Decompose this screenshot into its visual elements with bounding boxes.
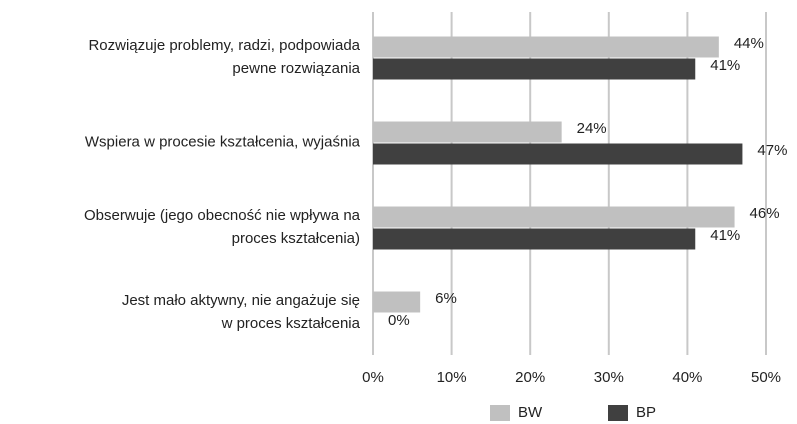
category-label: Rozwiązuje problemy, radzi, podpowiada pe…	[88, 37, 360, 77]
legend-swatch	[490, 405, 510, 421]
bar	[373, 121, 562, 143]
category-label: Obserwuje (jego obecność nie wpływa na pr…	[84, 207, 361, 247]
category-line: w proces kształcenia	[221, 315, 361, 332]
x-tick-label: 20%	[515, 369, 545, 386]
value-label: 41%	[710, 57, 740, 74]
legend-label: BW	[518, 404, 543, 421]
x-tick-label: 40%	[672, 369, 702, 386]
bar	[373, 36, 719, 58]
bar	[373, 143, 743, 165]
category-label: Wspiera w procesie kształcenia, wyjaśnia	[85, 133, 361, 150]
category-line: Obserwuje (jego obecność nie wpływa na	[84, 207, 361, 224]
x-tick-label: 0%	[362, 369, 384, 386]
value-label: 47%	[757, 142, 787, 159]
category-label: Jest mało aktywny, nie angażuje się w pro…	[122, 292, 361, 332]
category-line: pewne rozwiązania	[232, 60, 360, 77]
value-label: 46%	[750, 205, 780, 222]
legend-swatch	[608, 405, 628, 421]
value-label: 24%	[577, 120, 607, 137]
bar	[373, 58, 696, 80]
value-label: 0%	[388, 312, 410, 329]
legend-label: BP	[636, 404, 656, 421]
bar	[373, 228, 696, 250]
value-label: 6%	[435, 290, 457, 307]
bar	[373, 206, 735, 228]
category-line: Rozwiązuje problemy, radzi, podpowiada	[88, 37, 360, 54]
category-line: proces kształcenia)	[232, 230, 360, 247]
value-label: 41%	[710, 227, 740, 244]
x-tick-label: 50%	[751, 369, 781, 386]
category-line: Wspiera w procesie kształcenia, wyjaśnia	[85, 133, 361, 150]
x-tick-label: 30%	[594, 369, 624, 386]
value-label: 44%	[734, 35, 764, 52]
category-line: Jest mało aktywny, nie angażuje się	[122, 292, 360, 309]
x-tick-label: 10%	[437, 369, 467, 386]
bar	[373, 291, 421, 313]
